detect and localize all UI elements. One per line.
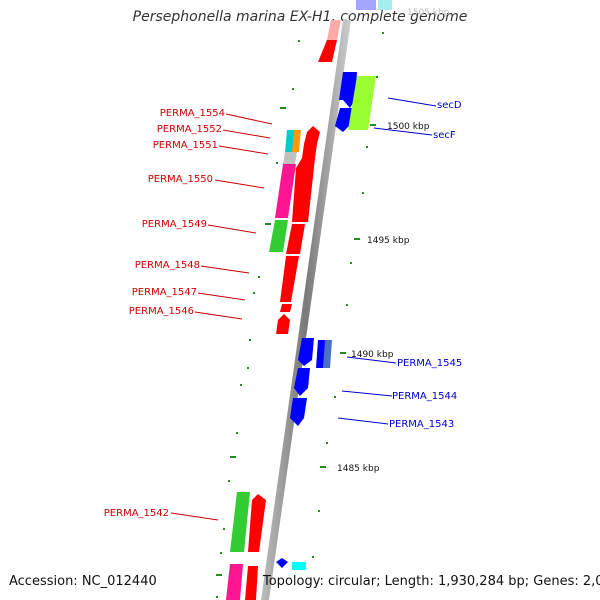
gene-arrow-bottom-red — [245, 566, 258, 600]
faded-gene-top — [356, 0, 392, 10]
gene-label-perma-1545[interactable]: PERMA_1545 — [397, 358, 462, 369]
left-leader-lines — [170, 113, 273, 521]
gene-block-bottom-cyan — [292, 562, 306, 570]
genome-summary-text: Topology: circular; Length: 1,930,284 bp… — [263, 574, 600, 589]
page-title: Persephonella marina EX-H1, complete gen… — [132, 9, 468, 25]
category-block-grey — [283, 152, 297, 164]
category-block-green — [269, 220, 288, 252]
kbp-label-1485: 1485 kbp — [337, 464, 380, 474]
gene-label-perma-1542[interactable]: PERMA_1542 — [104, 508, 169, 519]
gene-arrow-top — [318, 40, 337, 62]
category-block-magenta — [275, 164, 296, 218]
forward-gene-arrows — [276, 126, 320, 334]
gene-label-perma-1547[interactable]: PERMA_1547 — [132, 287, 197, 298]
accession-text: Accession: NC_012440 — [9, 574, 157, 589]
gene-label-perma-1548[interactable]: PERMA_1548 — [135, 260, 200, 271]
kbp-label-1495: 1495 kbp — [367, 236, 410, 246]
kbp-label-1505: 1505 kbp — [407, 8, 450, 18]
category-block-orange — [292, 130, 301, 152]
gene-arrow-secf — [335, 108, 352, 132]
dotted-guide-inner — [216, 40, 300, 598]
gene-label-perma-1544[interactable]: PERMA_1544 — [392, 391, 457, 402]
category-block-magenta-lower — [226, 564, 243, 600]
right-leader-lines — [337, 97, 437, 425]
gene-label-perma-1554[interactable]: PERMA_1554 — [160, 108, 225, 119]
gene-label-perma-1550[interactable]: PERMA_1550 — [148, 174, 213, 185]
gene-arrow-bottom-blue — [276, 558, 288, 568]
kbp-label-1500: 1500 kbp — [387, 122, 430, 132]
gene-label-perma-1549[interactable]: PERMA_1549 — [142, 219, 207, 230]
gene-label-secf[interactable]: secF — [433, 130, 456, 141]
gene-label-secd[interactable]: secD — [437, 100, 462, 111]
gene-label-perma-1551[interactable]: PERMA_1551 — [153, 140, 218, 151]
gene-label-perma-1552[interactable]: PERMA_1552 — [157, 124, 222, 135]
gene-label-perma-1543[interactable]: PERMA_1543 — [389, 419, 454, 430]
left-gene-labels: PERMA_1554 PERMA_1552 PERMA_1551 PERMA_1… — [104, 108, 225, 519]
category-block-green-lower — [230, 492, 250, 552]
genome-backbone — [261, 20, 351, 600]
gene-arrow-top-faded — [327, 20, 341, 40]
gene-arrow-secd — [339, 72, 357, 108]
right-gene-labels: secD secF PERMA_1545 PERMA_1544 PERMA_15… — [389, 100, 462, 430]
category-block-lime — [348, 76, 376, 130]
gene-arrow-perma-1542 — [248, 494, 266, 552]
kbp-label-1490: 1490 kbp — [351, 350, 394, 360]
reverse-gene-arrows — [290, 338, 332, 426]
gene-label-perma-1546[interactable]: PERMA_1546 — [129, 306, 194, 317]
dotted-guide-outer — [312, 32, 384, 558]
